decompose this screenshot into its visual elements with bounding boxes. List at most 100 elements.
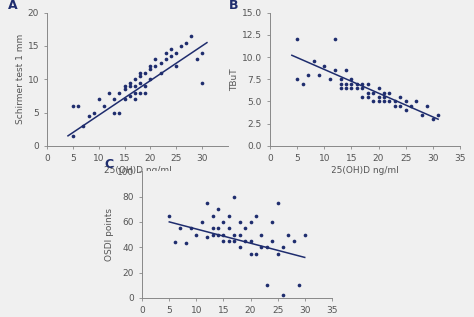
- Point: [121, 87, 128, 92]
- Point: [358, 94, 366, 100]
- Point: [364, 94, 372, 100]
- Point: [165, 213, 173, 218]
- Point: [385, 99, 393, 104]
- Point: [152, 57, 159, 62]
- Point: [182, 241, 189, 246]
- Point: [391, 99, 399, 104]
- Point: [152, 63, 159, 68]
- Point: [369, 99, 377, 104]
- Point: [429, 117, 437, 122]
- Point: [247, 251, 255, 256]
- Y-axis label: TBuT: TBuT: [230, 68, 239, 91]
- Point: [418, 112, 426, 117]
- Point: [116, 90, 123, 95]
- Point: [342, 68, 350, 73]
- Point: [407, 103, 415, 108]
- Point: [364, 81, 372, 86]
- Point: [116, 110, 123, 115]
- Point: [293, 77, 301, 82]
- Point: [396, 94, 404, 100]
- Point: [126, 83, 134, 88]
- Point: [198, 80, 206, 85]
- Point: [285, 232, 292, 237]
- X-axis label: 25(OH)D ng/ml: 25(OH)D ng/ml: [331, 166, 399, 175]
- Point: [171, 240, 179, 245]
- Point: [342, 86, 350, 91]
- Point: [375, 86, 383, 91]
- Point: [225, 238, 233, 243]
- Point: [295, 283, 303, 288]
- Point: [80, 123, 87, 128]
- Point: [176, 226, 184, 231]
- Y-axis label: Schirmer test 1 mm: Schirmer test 1 mm: [16, 34, 25, 124]
- Point: [268, 238, 276, 243]
- Point: [279, 245, 287, 250]
- Point: [126, 80, 134, 85]
- Point: [301, 232, 309, 237]
- Point: [274, 251, 282, 256]
- Point: [274, 200, 282, 205]
- Point: [136, 80, 144, 85]
- Point: [413, 99, 420, 104]
- Point: [263, 283, 271, 288]
- Point: [263, 245, 271, 250]
- Point: [304, 72, 312, 77]
- Point: [126, 93, 134, 98]
- Point: [369, 90, 377, 95]
- X-axis label: 25(OH)D ng/ml: 25(OH)D ng/ml: [104, 166, 171, 175]
- Point: [167, 47, 175, 52]
- Point: [131, 83, 139, 88]
- Point: [257, 232, 265, 237]
- Point: [337, 81, 345, 86]
- Point: [209, 226, 217, 231]
- Point: [320, 63, 328, 68]
- Point: [187, 226, 195, 231]
- Point: [69, 133, 77, 138]
- Point: [198, 50, 206, 55]
- Point: [290, 238, 298, 243]
- Point: [391, 103, 399, 108]
- Point: [100, 103, 108, 108]
- Point: [110, 110, 118, 115]
- Point: [141, 90, 149, 95]
- Point: [177, 43, 185, 49]
- Point: [241, 238, 249, 243]
- Point: [279, 293, 287, 298]
- Point: [268, 219, 276, 224]
- Point: [364, 90, 372, 95]
- Point: [182, 40, 190, 45]
- Point: [121, 83, 128, 88]
- Point: [209, 213, 217, 218]
- Point: [110, 97, 118, 102]
- Point: [136, 90, 144, 95]
- Point: [230, 232, 238, 237]
- Point: [396, 103, 404, 108]
- Point: [214, 207, 222, 212]
- Point: [74, 103, 82, 108]
- Point: [141, 70, 149, 75]
- Point: [230, 238, 238, 243]
- Point: [326, 77, 334, 82]
- Point: [353, 86, 361, 91]
- Point: [69, 103, 77, 108]
- Point: [172, 63, 180, 68]
- Point: [434, 112, 442, 117]
- Point: [214, 226, 222, 231]
- Point: [203, 235, 211, 240]
- Point: [241, 226, 249, 231]
- Point: [198, 219, 206, 224]
- Point: [90, 110, 98, 115]
- Point: [172, 50, 180, 55]
- Point: [347, 81, 355, 86]
- Point: [157, 60, 164, 65]
- Point: [203, 200, 211, 205]
- Point: [315, 72, 323, 77]
- Point: [347, 86, 355, 91]
- Point: [247, 219, 255, 224]
- Point: [252, 213, 260, 218]
- Point: [193, 57, 201, 62]
- Text: A: A: [8, 0, 18, 12]
- Point: [146, 63, 154, 68]
- Point: [146, 77, 154, 82]
- Point: [131, 97, 139, 102]
